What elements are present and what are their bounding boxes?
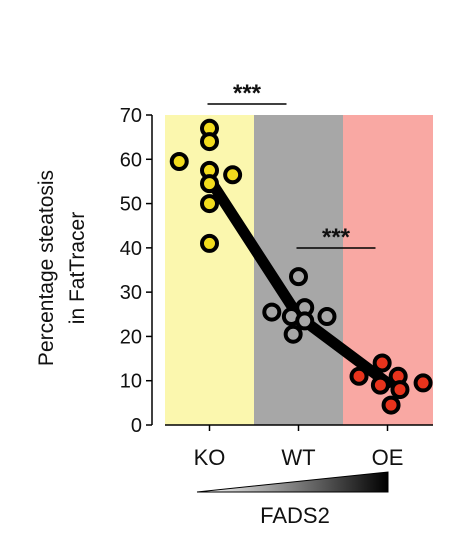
y-tick-label: 70 bbox=[120, 105, 142, 127]
fads2-gradient-wedge bbox=[196, 471, 389, 493]
y-axis: 0 10 20 30 40 50 60 70 bbox=[120, 105, 153, 437]
y-tick-label: 0 bbox=[131, 415, 142, 437]
y-axis-title-line-2: in FatTracer bbox=[66, 212, 89, 324]
data-point-wt bbox=[295, 311, 315, 331]
data-point-wt bbox=[262, 302, 282, 322]
data-points bbox=[169, 118, 433, 415]
x-tick-label-oe: OE bbox=[372, 445, 404, 470]
data-point-oe bbox=[381, 395, 401, 415]
fads2-label: FADS2 bbox=[260, 503, 330, 528]
y-tick-label: 10 bbox=[120, 371, 142, 393]
data-point-ko bbox=[200, 132, 219, 152]
x-tick-label-wt: WT bbox=[281, 445, 315, 470]
data-point-ko bbox=[200, 233, 219, 253]
y-axis-title: Percentage steatosis in FatTracer bbox=[35, 170, 89, 366]
significance-label: *** bbox=[322, 224, 351, 251]
fads2-gradient: FADS2 bbox=[196, 471, 389, 528]
data-point-wt bbox=[317, 307, 337, 326]
data-point-ko bbox=[200, 194, 219, 214]
y-tick-label: 20 bbox=[120, 326, 142, 348]
data-point-oe bbox=[413, 373, 433, 393]
data-point-oe bbox=[349, 366, 369, 386]
significance-brackets: *** *** bbox=[207, 80, 376, 251]
data-point-oe bbox=[390, 380, 410, 400]
data-point-wt bbox=[289, 267, 308, 287]
data-point-oe bbox=[370, 375, 390, 395]
y-tick-label: 50 bbox=[120, 194, 142, 216]
y-tick-label: 40 bbox=[120, 238, 142, 260]
y-tick-label: 30 bbox=[120, 282, 142, 304]
x-axis: KO WT OE bbox=[165, 424, 433, 470]
data-point-ko bbox=[169, 152, 189, 171]
y-tick-label: 60 bbox=[120, 149, 142, 171]
significance-label: *** bbox=[233, 80, 262, 107]
y-axis-title-line-1: Percentage steatosis bbox=[35, 170, 58, 366]
x-tick-label-ko: KO bbox=[194, 445, 226, 470]
data-point-wt bbox=[283, 324, 303, 344]
data-point-ko bbox=[200, 174, 219, 194]
data-point-ko bbox=[223, 165, 243, 185]
data-point-oe bbox=[372, 353, 392, 373]
